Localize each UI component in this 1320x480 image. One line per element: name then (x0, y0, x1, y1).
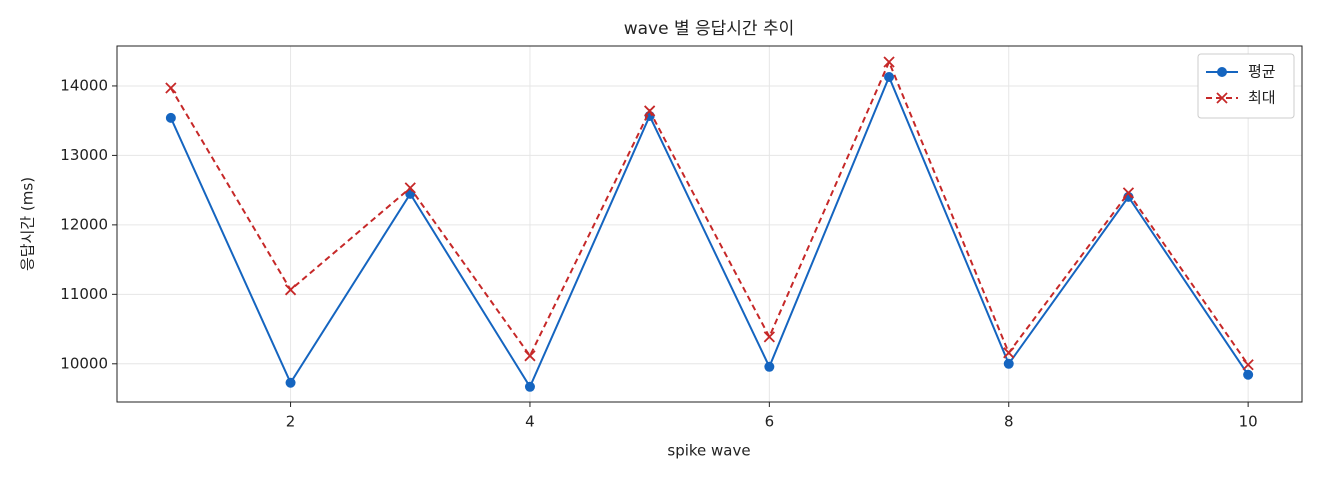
plot-frame (116, 45, 1303, 403)
point (1003, 358, 1014, 369)
series-line (169, 74, 1249, 389)
x-tick-label: 2 (286, 413, 296, 431)
point (883, 56, 895, 68)
legend-label: 최대 (1248, 89, 1276, 107)
point (285, 377, 296, 388)
legend-marker (1216, 92, 1228, 104)
chart-title: wave 별 응답시간 추이 (624, 19, 795, 39)
point (1242, 359, 1254, 371)
point (404, 182, 416, 194)
series-line (170, 59, 1249, 366)
y-tick-label: 14000 (60, 76, 108, 94)
y-tick-label: 11000 (60, 285, 108, 303)
point (1243, 369, 1254, 380)
x-tick-label: 10 (1239, 413, 1258, 431)
point (763, 331, 775, 343)
point (884, 71, 895, 82)
legend-marker (1217, 67, 1227, 77)
point (1122, 187, 1135, 199)
y-tick-label: 10000 (60, 354, 108, 372)
y-tick-label: 12000 (60, 215, 108, 233)
point (644, 105, 656, 117)
legend-label: 평균 (1248, 63, 1276, 81)
y-tick-label: 13000 (60, 146, 108, 164)
point (165, 82, 177, 94)
point (1003, 347, 1015, 359)
x-axis-label: spike wave (667, 442, 750, 460)
point (284, 284, 297, 296)
x-tick-label: 6 (765, 413, 775, 431)
legend-box (1197, 53, 1295, 119)
y-axis-label: 응답시간 (ms) (19, 177, 37, 271)
point (524, 350, 536, 362)
x-tick-label: 8 (1004, 413, 1014, 431)
point (165, 112, 176, 123)
point (524, 381, 535, 392)
x-tick-label: 4 (525, 413, 535, 431)
point (764, 361, 775, 372)
